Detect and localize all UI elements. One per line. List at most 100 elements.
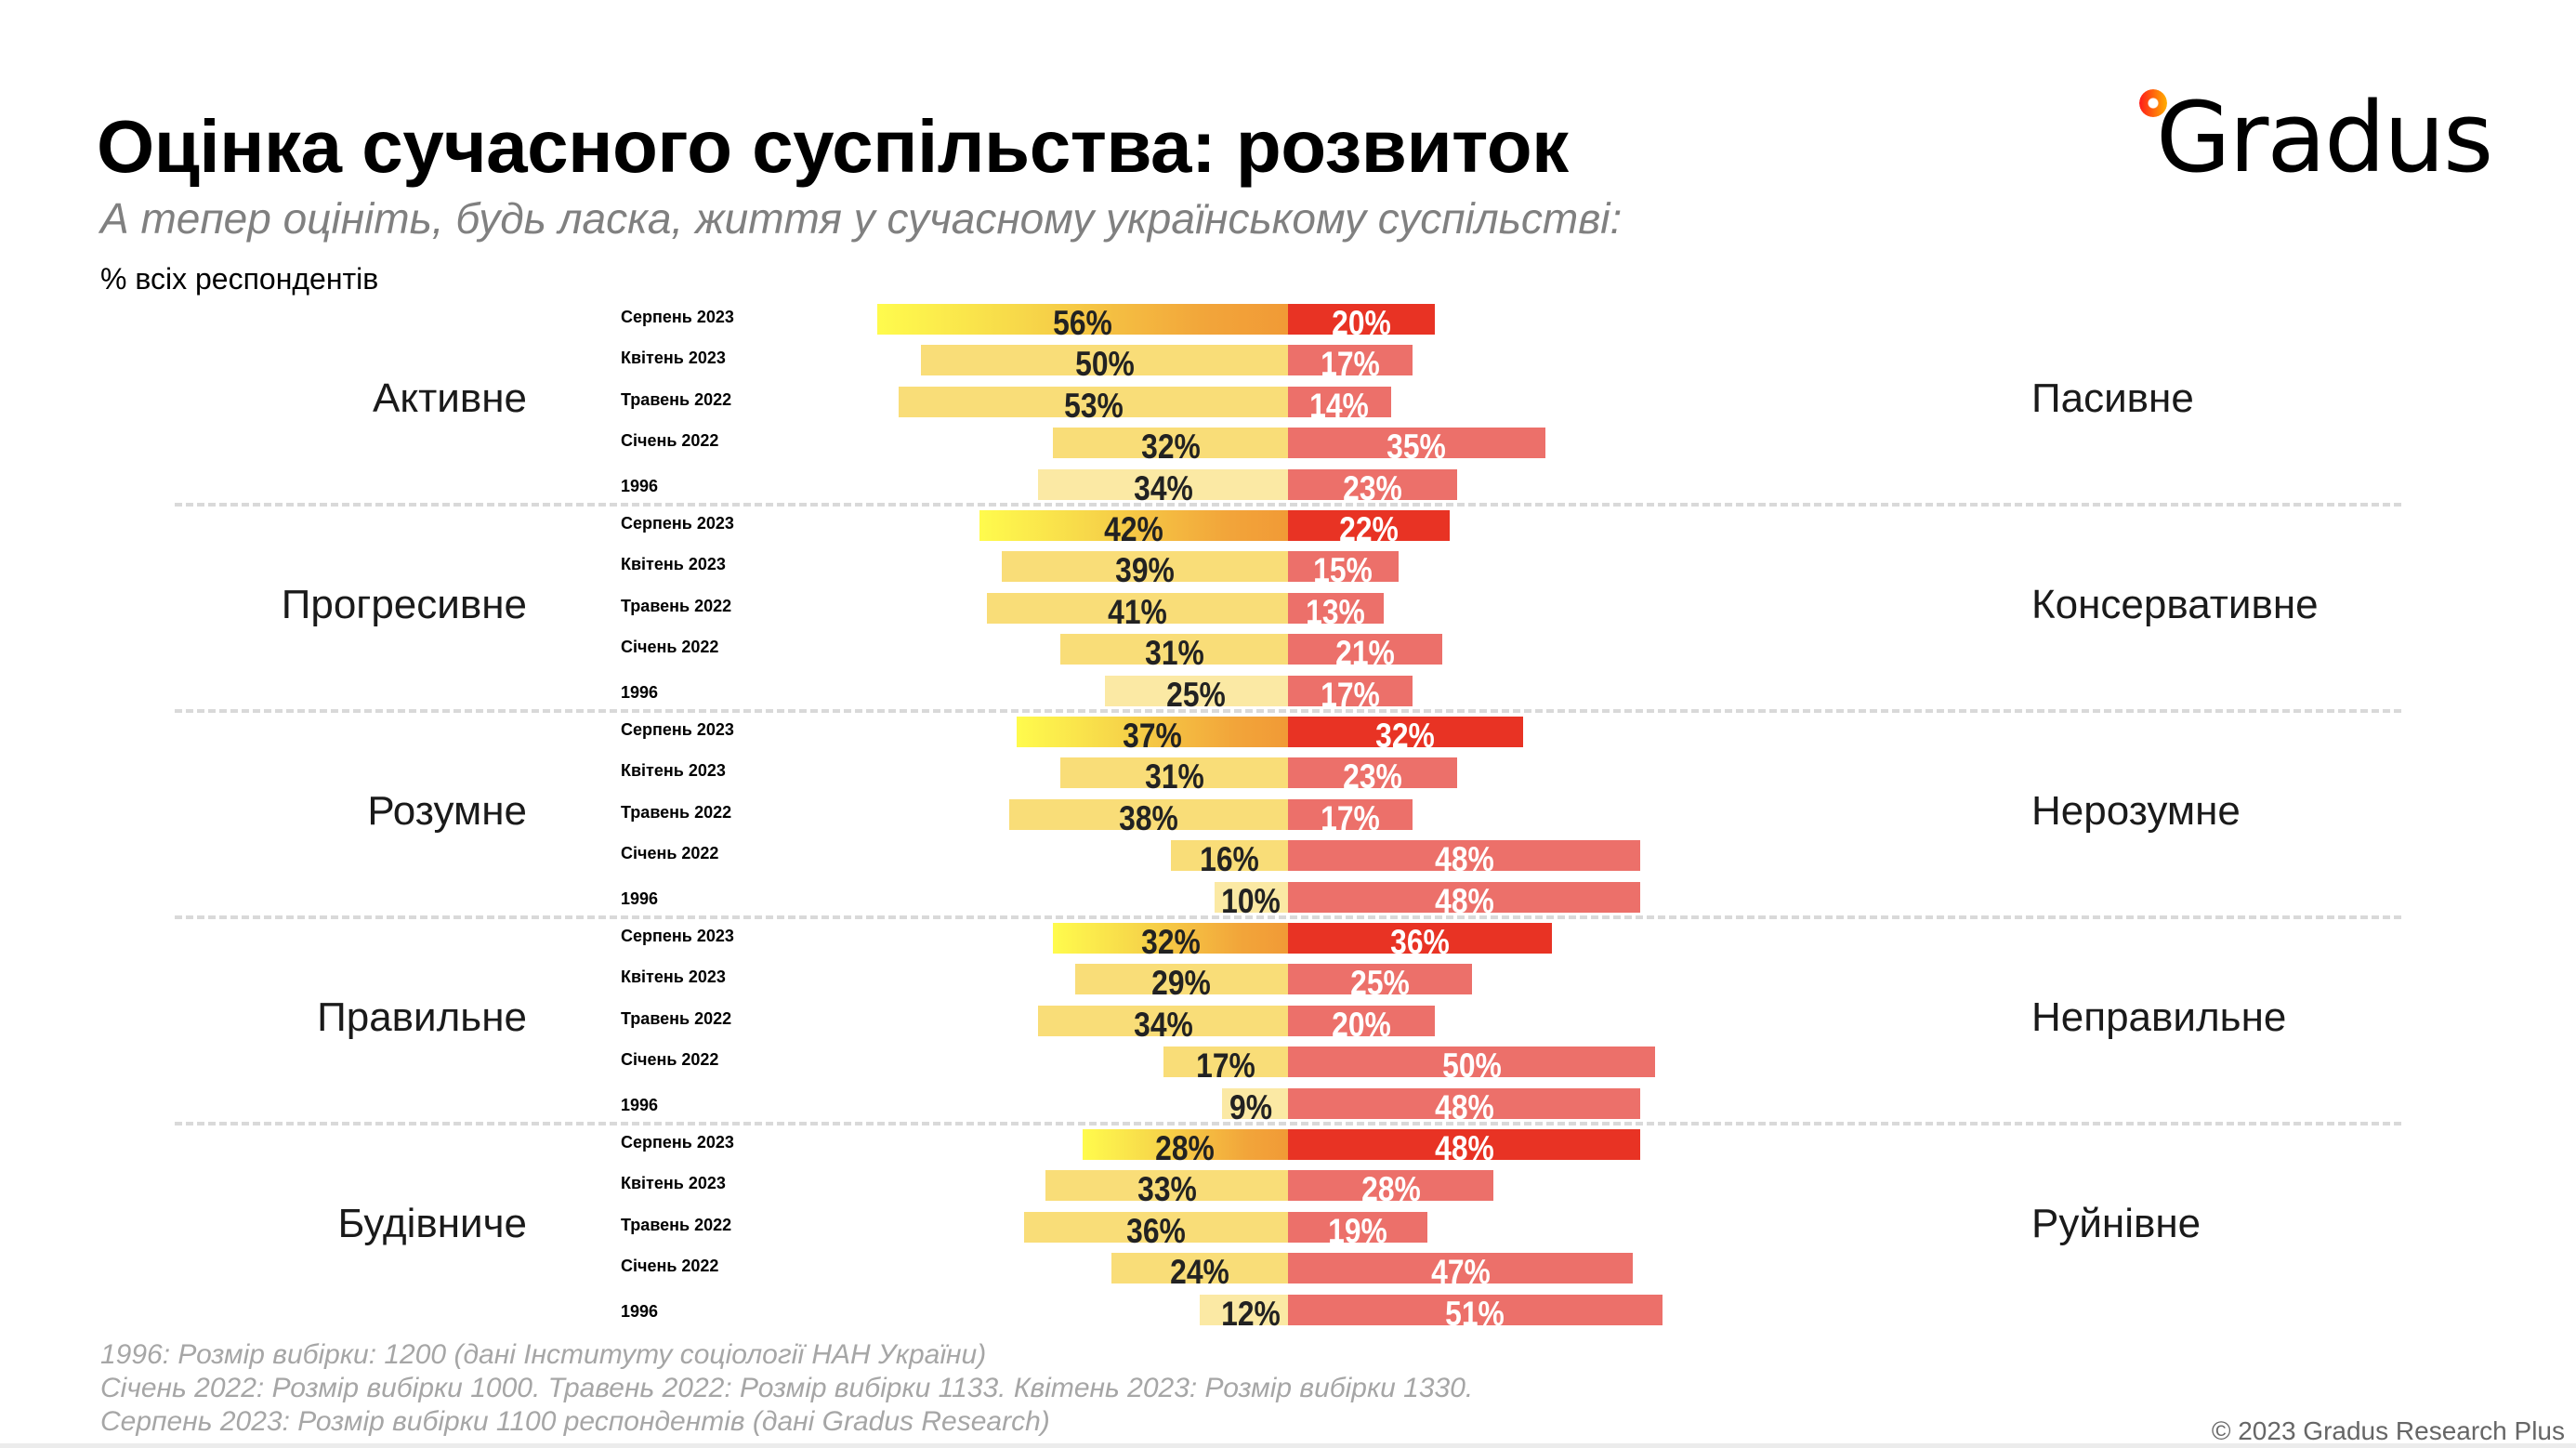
bar-right: [1288, 1005, 1435, 1036]
bar-left: [1104, 675, 1288, 706]
bar-right: [1288, 345, 1413, 376]
bar-right: [1288, 386, 1391, 417]
bar-right: [1288, 964, 1472, 995]
unit-label: % всіх респондентів: [100, 262, 379, 296]
data-label-right: 48%: [1434, 1129, 1494, 1167]
bar-right: [1288, 510, 1450, 541]
group-divider: [175, 709, 2401, 713]
data-label-right: 20%: [1332, 1005, 1391, 1044]
footnote: Січень 2022: Розмір вибірки 1000. Травен…: [100, 1373, 1474, 1403]
bottom-strip: [0, 1443, 2576, 1448]
bar-left: [876, 304, 1288, 335]
data-label-right: 19%: [1328, 1211, 1387, 1250]
category-label-left: Прогресивне: [281, 582, 527, 628]
bar-right: [1288, 304, 1435, 335]
bar-right: [1288, 634, 1442, 665]
data-label-left: 39%: [1115, 551, 1175, 590]
period-label: 1996: [621, 476, 659, 495]
page-subtitle: А тепер оцініть, будь ласка, життя у суч…: [100, 194, 1623, 243]
period-label: Січень 2022: [621, 1050, 719, 1070]
category-label-right: Консервативне: [2031, 582, 2319, 628]
bar-left: [1038, 468, 1288, 500]
period-label: 1996: [621, 682, 659, 702]
period-label: Серпень 2023: [621, 308, 734, 326]
page-title: Оцінка сучасного суспільства: розвиток: [97, 105, 1569, 188]
data-label-right: 14%: [1309, 386, 1370, 425]
bar-left: [1060, 757, 1288, 789]
period-label: Квітень 2023: [621, 1174, 726, 1193]
gradient-ring-icon: [2139, 89, 2167, 117]
data-label-left: 28%: [1155, 1129, 1216, 1167]
footnotes: 1996: Розмір вибірки: 1200 (дані Інститу…: [100, 1338, 1473, 1439]
gradus-logo: Gradus: [2136, 82, 2493, 193]
category-label-right: Неправильне: [2031, 994, 2287, 1041]
period-label: Травень 2022: [621, 1008, 732, 1028]
bar-right: [1288, 551, 1399, 583]
category-label-left: Правильне: [317, 994, 527, 1041]
data-label-left: 24%: [1170, 1253, 1230, 1292]
data-label-left: 32%: [1140, 428, 1201, 467]
data-label-right: 15%: [1313, 551, 1373, 590]
data-label-left: 16%: [1199, 840, 1259, 879]
bar-left: [1053, 428, 1288, 459]
category-label-left: Активне: [373, 375, 527, 422]
data-label-right: 23%: [1342, 757, 1402, 796]
group-divider: [175, 1122, 2401, 1125]
bar-right: [1288, 1253, 1634, 1284]
bar-left: [1111, 1253, 1288, 1284]
category-label-right: Пасивне: [2031, 375, 2194, 422]
data-label-right: 51%: [1445, 1294, 1505, 1333]
bar-left: [1038, 1005, 1288, 1036]
data-label-right: 22%: [1339, 510, 1399, 548]
bar-right: [1288, 798, 1413, 830]
bar-left: [1060, 634, 1288, 665]
period-label: 1996: [621, 1095, 659, 1114]
bar-left: [1074, 964, 1288, 995]
data-label-left: 36%: [1125, 1211, 1186, 1250]
period-label: Травень 2022: [621, 802, 732, 822]
data-label-left: 9%: [1229, 1087, 1272, 1126]
period-label: Травень 2022: [621, 389, 732, 409]
bar-right: [1288, 592, 1384, 624]
bar-right: [1288, 1047, 1655, 1078]
data-label-left: 34%: [1133, 1005, 1193, 1044]
data-label-right: 17%: [1321, 345, 1380, 384]
bar-right: [1288, 717, 1523, 747]
period-label: Квітень 2023: [621, 968, 726, 987]
data-label-left: 17%: [1195, 1047, 1255, 1086]
period-label: Січень 2022: [621, 431, 719, 451]
data-label-right: 20%: [1332, 304, 1391, 342]
bar-left: [1221, 1087, 1288, 1119]
data-label-left: 38%: [1119, 798, 1178, 837]
period-label: Серпень 2023: [621, 720, 734, 739]
data-label-right: 17%: [1321, 675, 1380, 714]
bar-right: [1288, 840, 1641, 872]
bar-right: [1288, 428, 1545, 459]
footnote: 1996: Розмір вибірки: 1200 (дані Інститу…: [100, 1339, 987, 1370]
data-label-right: 48%: [1434, 881, 1494, 920]
bar-left: [921, 345, 1288, 376]
category-label-left: Будівниче: [337, 1201, 527, 1247]
data-label-left: 31%: [1144, 634, 1204, 673]
data-label-right: 35%: [1387, 428, 1447, 467]
bar-right: [1288, 757, 1457, 789]
period-label: Серпень 2023: [621, 1133, 734, 1152]
period-label: Січень 2022: [621, 844, 719, 863]
bar-left: [899, 386, 1288, 417]
bar-right: [1288, 1294, 1663, 1325]
data-label-right: 28%: [1360, 1170, 1421, 1209]
data-label-left: 37%: [1122, 717, 1182, 755]
bar-left: [1016, 717, 1288, 747]
data-label-left: 32%: [1140, 923, 1201, 961]
data-label-left: 53%: [1063, 386, 1124, 425]
bar-left: [1023, 1211, 1288, 1243]
bar-left: [1053, 923, 1288, 954]
data-label-right: 25%: [1349, 964, 1410, 1003]
data-label-left: 29%: [1151, 964, 1212, 1003]
bar-right: [1288, 881, 1641, 913]
bar-right: [1288, 1170, 1494, 1202]
data-label-right: 17%: [1321, 798, 1380, 837]
bar-left: [1082, 1129, 1288, 1160]
bar-left: [1170, 840, 1288, 872]
